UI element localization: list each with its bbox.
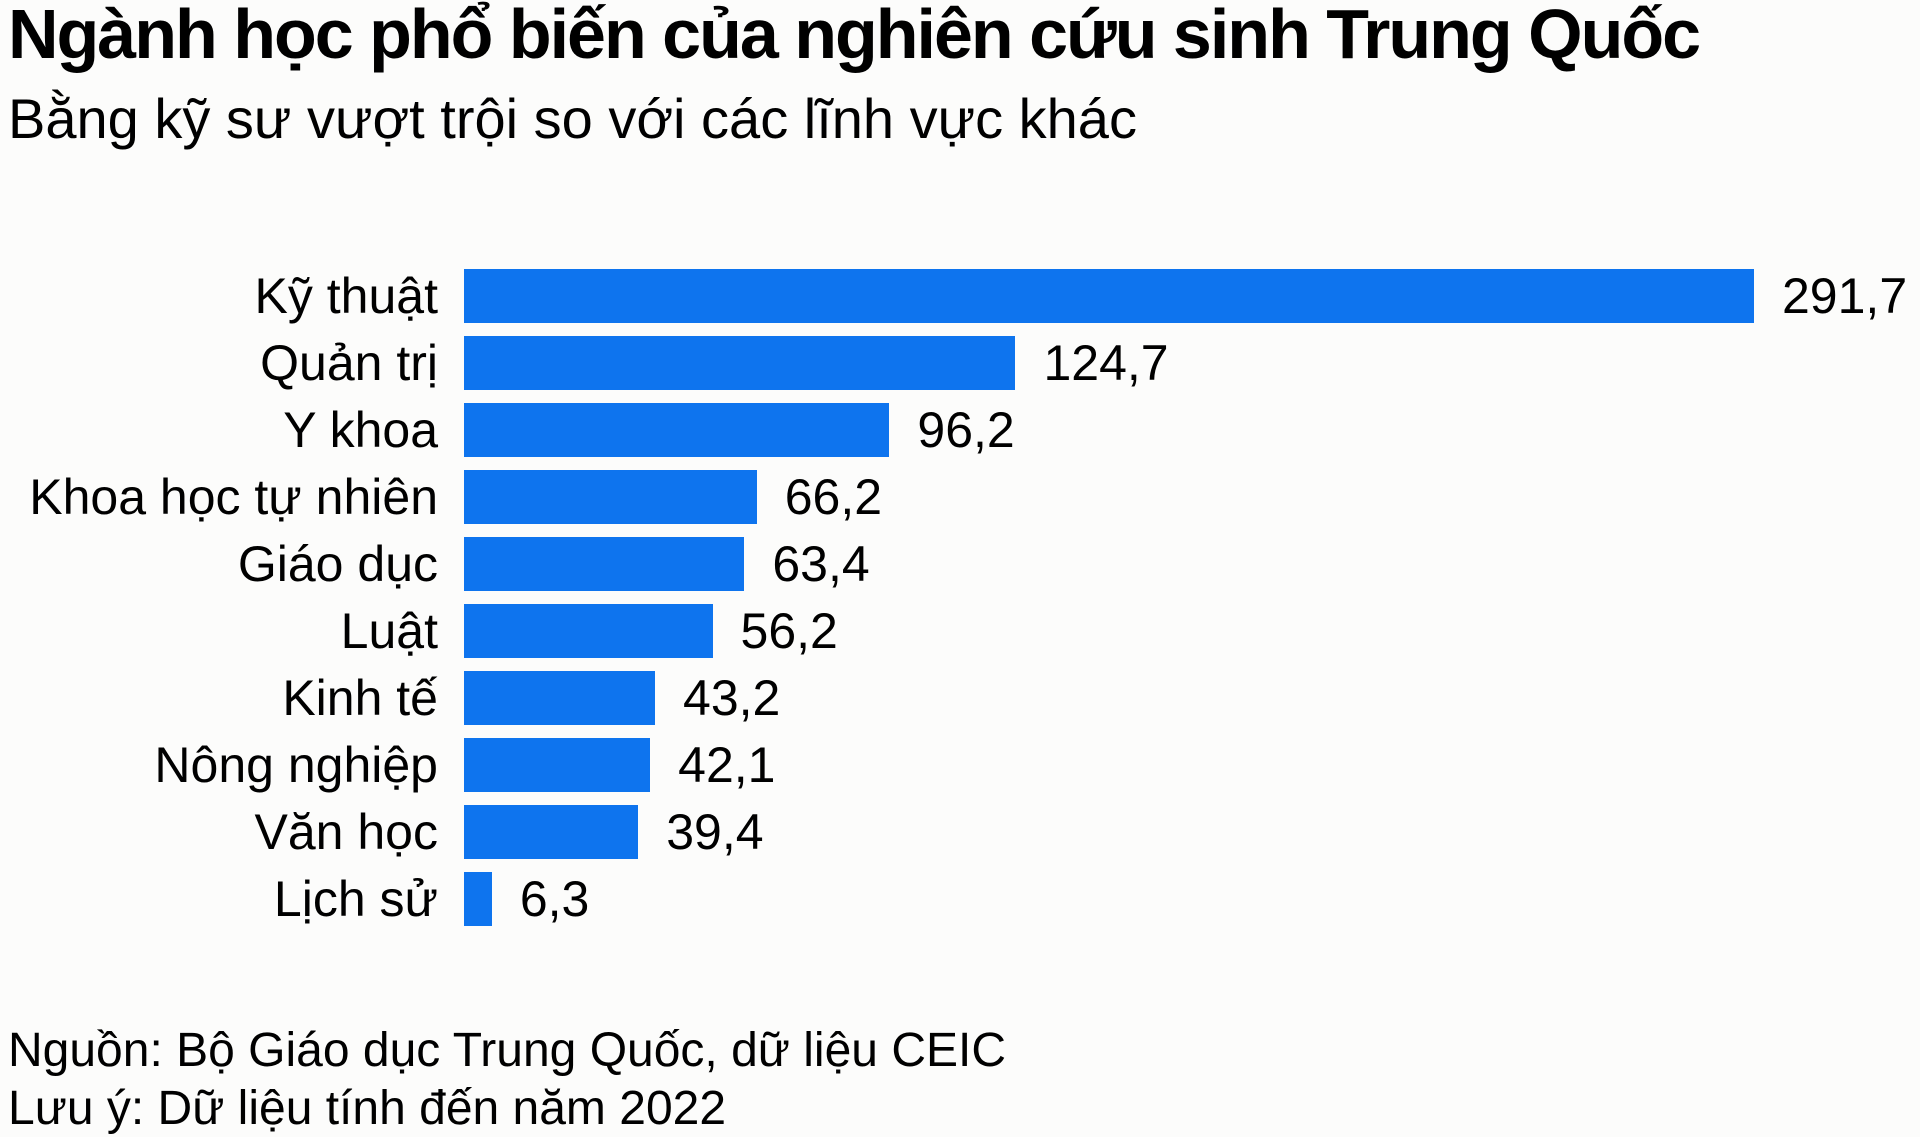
value-label: 124,7 [1043, 334, 1169, 391]
bar [464, 804, 639, 859]
bar-row: Luật 56,2 [0, 597, 1920, 664]
bar [464, 670, 656, 725]
value-label: 42,1 [678, 736, 776, 793]
value-label: 66,2 [784, 468, 883, 525]
bar-row: Kỹ thuật 291,7 [0, 262, 1920, 329]
category-label: Khoa học tự nhiên [29, 468, 438, 525]
bar [464, 737, 651, 792]
bar-row: Khoa học tự nhiên 66,2 [0, 463, 1920, 530]
chart-title: Ngành học phổ biến của nghiên cứu sinh T… [8, 0, 1701, 73]
horizontal-bar-chart: Kỹ thuật 291,7 Quản trị 124,7 Y khoa 96,2 Khoa… [0, 262, 1920, 932]
bar-row: Văn học 39,4 [0, 798, 1920, 865]
category-label: Văn học [254, 803, 438, 860]
category-label: Y khoa [283, 401, 438, 458]
bar-row: Nông nghiệp 42,1 [0, 731, 1920, 798]
value-label: 39,4 [666, 803, 764, 860]
data-note: Lưu ý: Dữ liệu tính đến năm 2022 [8, 1081, 727, 1135]
value-label: 43,2 [683, 669, 781, 726]
category-label: Kinh tế [282, 669, 438, 726]
bar [464, 536, 745, 591]
category-label: Luật [340, 602, 438, 659]
bar [464, 603, 713, 658]
bar-row: Lịch sử 6,3 [0, 865, 1920, 932]
value-label: 96,2 [917, 401, 1015, 458]
category-label: Kỹ thuật [254, 267, 438, 324]
chart-footer: Nguồn: Bộ Giáo dục Trung Quốc, dữ liệu C… [8, 1022, 1006, 1137]
bar-row: Giáo dục 63,4 [0, 530, 1920, 597]
bar [464, 268, 1754, 323]
category-label: Quản trị [260, 334, 438, 391]
bar [464, 871, 492, 926]
source-note: Nguồn: Bộ Giáo dục Trung Quốc, dữ liệu C… [8, 1024, 1006, 1077]
bar [464, 335, 1016, 390]
value-label: 291,7 [1782, 267, 1908, 324]
chart-subtitle: Bằng kỹ sư vượt trội so với các lĩnh vực… [8, 87, 1137, 150]
value-label: 6,3 [519, 870, 590, 927]
category-label: Giáo dục [237, 535, 438, 592]
category-label: Lịch sử [273, 870, 438, 927]
bar-row: Kinh tế 43,2 [0, 664, 1920, 731]
value-label: 56,2 [740, 602, 838, 659]
category-label: Nông nghiệp [154, 736, 438, 793]
bar-row: Y khoa 96,2 [0, 396, 1920, 463]
bar [464, 469, 757, 524]
value-label: 63,4 [772, 535, 870, 592]
bar-row: Quản trị 124,7 [0, 329, 1920, 396]
bar [464, 402, 890, 457]
